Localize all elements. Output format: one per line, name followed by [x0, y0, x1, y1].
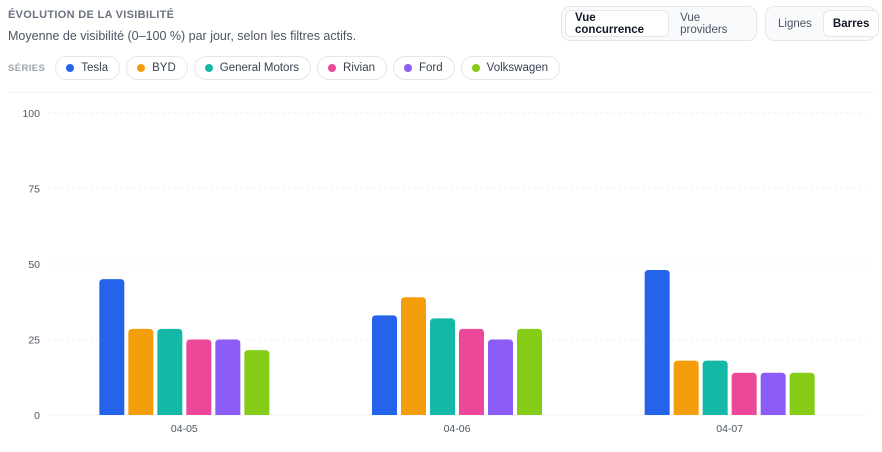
- legend-dot: [404, 64, 412, 72]
- legend-dot: [471, 64, 480, 72]
- bar: [517, 328, 542, 415]
- y-tick-label: 25: [28, 335, 40, 347]
- bar-chart: 0 25 50 75 100 04-05 04-06 04-07: [22, 108, 866, 435]
- y-tick-label: 100: [22, 108, 40, 120]
- view-option-competition[interactable]: Vue concurrence: [565, 10, 670, 37]
- bar: [644, 270, 670, 415]
- y-tick-label: 0: [34, 410, 40, 422]
- bar: [789, 372, 815, 415]
- legend-chip-volkswagen[interactable]: Volkswagen: [460, 56, 561, 80]
- legend-label: Volkswagen: [486, 62, 549, 74]
- legend-chip-general-motors[interactable]: General Motors: [193, 56, 312, 80]
- legend-label: General Motors: [219, 62, 300, 74]
- view-option-providers[interactable]: Vue providers: [680, 11, 728, 36]
- view-toggle: Vue concurrence Vue providers: [561, 6, 757, 41]
- x-tick-label: 04-05: [171, 423, 198, 435]
- legend-label: Tesla: [81, 62, 109, 74]
- legend-dot: [137, 64, 146, 72]
- chart-type-lines[interactable]: Lignes: [778, 17, 812, 30]
- x-tick-label: 04-07: [716, 423, 743, 435]
- header-divider: [8, 92, 876, 93]
- bar: [488, 339, 513, 415]
- legend-label: Rivian: [343, 62, 375, 74]
- bar: [401, 297, 426, 415]
- legend-label: BYD: [152, 62, 176, 74]
- legend-chip-tesla[interactable]: Tesla: [55, 56, 121, 80]
- bar: [673, 360, 699, 415]
- bar: [99, 279, 125, 415]
- x-tick-label: 04-06: [444, 423, 471, 435]
- bar: [128, 328, 154, 415]
- chart-subtitle: Moyenne de visibilité (0–100 %) par jour…: [8, 29, 357, 43]
- legend-dot: [66, 64, 75, 72]
- legend-dot: [328, 64, 337, 72]
- bar: [760, 372, 786, 415]
- legend-dot: [204, 64, 213, 72]
- bar: [244, 350, 270, 415]
- y-tick-label: 75: [28, 184, 40, 196]
- chart-type-bars[interactable]: Barres: [822, 10, 880, 37]
- legend-chip-rivian[interactable]: Rivian: [317, 56, 387, 80]
- legend-label: Ford: [419, 62, 443, 74]
- legend-chip-byd[interactable]: BYD: [126, 56, 188, 80]
- y-tick-label: 50: [28, 259, 40, 271]
- bar: [215, 339, 241, 415]
- chart-title: ÉVOLUTION DE LA VISIBILITÉ: [8, 9, 175, 21]
- bar: [702, 360, 728, 415]
- bar: [731, 372, 757, 415]
- bar: [186, 339, 212, 415]
- bar: [372, 315, 397, 415]
- bar: [157, 328, 183, 415]
- series-legend: SÉRIES Tesla BYD General Motors Rivian F…: [8, 56, 561, 80]
- bar: [430, 318, 455, 415]
- series-label: SÉRIES: [8, 62, 46, 74]
- chart-type-toggle: Lignes Barres: [765, 6, 880, 41]
- bar: [459, 328, 484, 415]
- legend-chip-ford[interactable]: Ford: [393, 56, 455, 80]
